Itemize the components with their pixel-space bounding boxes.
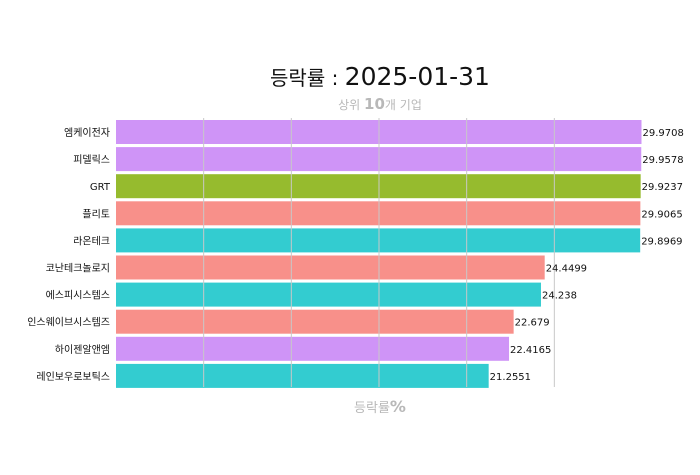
- value-label: 29.9065: [641, 209, 682, 220]
- value-label: 29.8969: [641, 236, 682, 247]
- bar: [116, 363, 489, 388]
- title-prefix: 등락률 :: [270, 66, 345, 90]
- value-label: 22.4165: [510, 345, 551, 356]
- bar: [116, 309, 514, 334]
- bar: [116, 174, 641, 199]
- category-label: 에스피시스템스: [46, 290, 110, 302]
- subtitle-suffix: 개 기업: [384, 98, 422, 112]
- value-label: 24.238: [542, 291, 577, 302]
- chart-subtitle: 상위 10개 기업: [0, 95, 700, 113]
- category-label: 라온테크: [73, 235, 110, 247]
- category-label: 플리토: [82, 208, 110, 220]
- value-label: 22.679: [515, 318, 550, 329]
- bar: [116, 255, 545, 280]
- category-label: 엠케이전자: [64, 127, 110, 139]
- category-label: 인스웨이브시스템즈: [27, 317, 110, 329]
- subtitle-prefix: 상위: [338, 98, 365, 112]
- category-label: GRT: [90, 182, 111, 193]
- category-label: 피델릭스: [73, 154, 110, 166]
- value-label: 24.4499: [546, 264, 587, 275]
- chart-title: 등락률 : 2025-01-31: [0, 62, 700, 91]
- subtitle-number: 10: [364, 95, 385, 113]
- value-labels: 29.9708 29.9578 29.9237 29.9065 29.8969 24.44…: [490, 128, 684, 383]
- value-label: 21.2551: [490, 372, 531, 383]
- bar: [116, 282, 541, 307]
- bar: [116, 201, 641, 226]
- value-label: 29.9578: [642, 155, 683, 166]
- x-axis-label-unit: %: [389, 397, 406, 416]
- bar: [116, 228, 641, 253]
- category-label: 코난테크놀로지: [46, 263, 110, 275]
- x-axis-label-text: 등락률: [354, 401, 390, 416]
- value-label: 29.9708: [642, 128, 683, 139]
- value-label: 29.9237: [642, 182, 683, 193]
- grid-lines: [203, 118, 555, 387]
- category-label: 하이젠알앤엠: [55, 343, 110, 356]
- x-axis-label: 등락률%: [0, 397, 700, 416]
- bar: [116, 336, 510, 361]
- title-date: 2025-01-31: [344, 62, 490, 91]
- category-label: 레인보우로보틱스: [36, 371, 110, 383]
